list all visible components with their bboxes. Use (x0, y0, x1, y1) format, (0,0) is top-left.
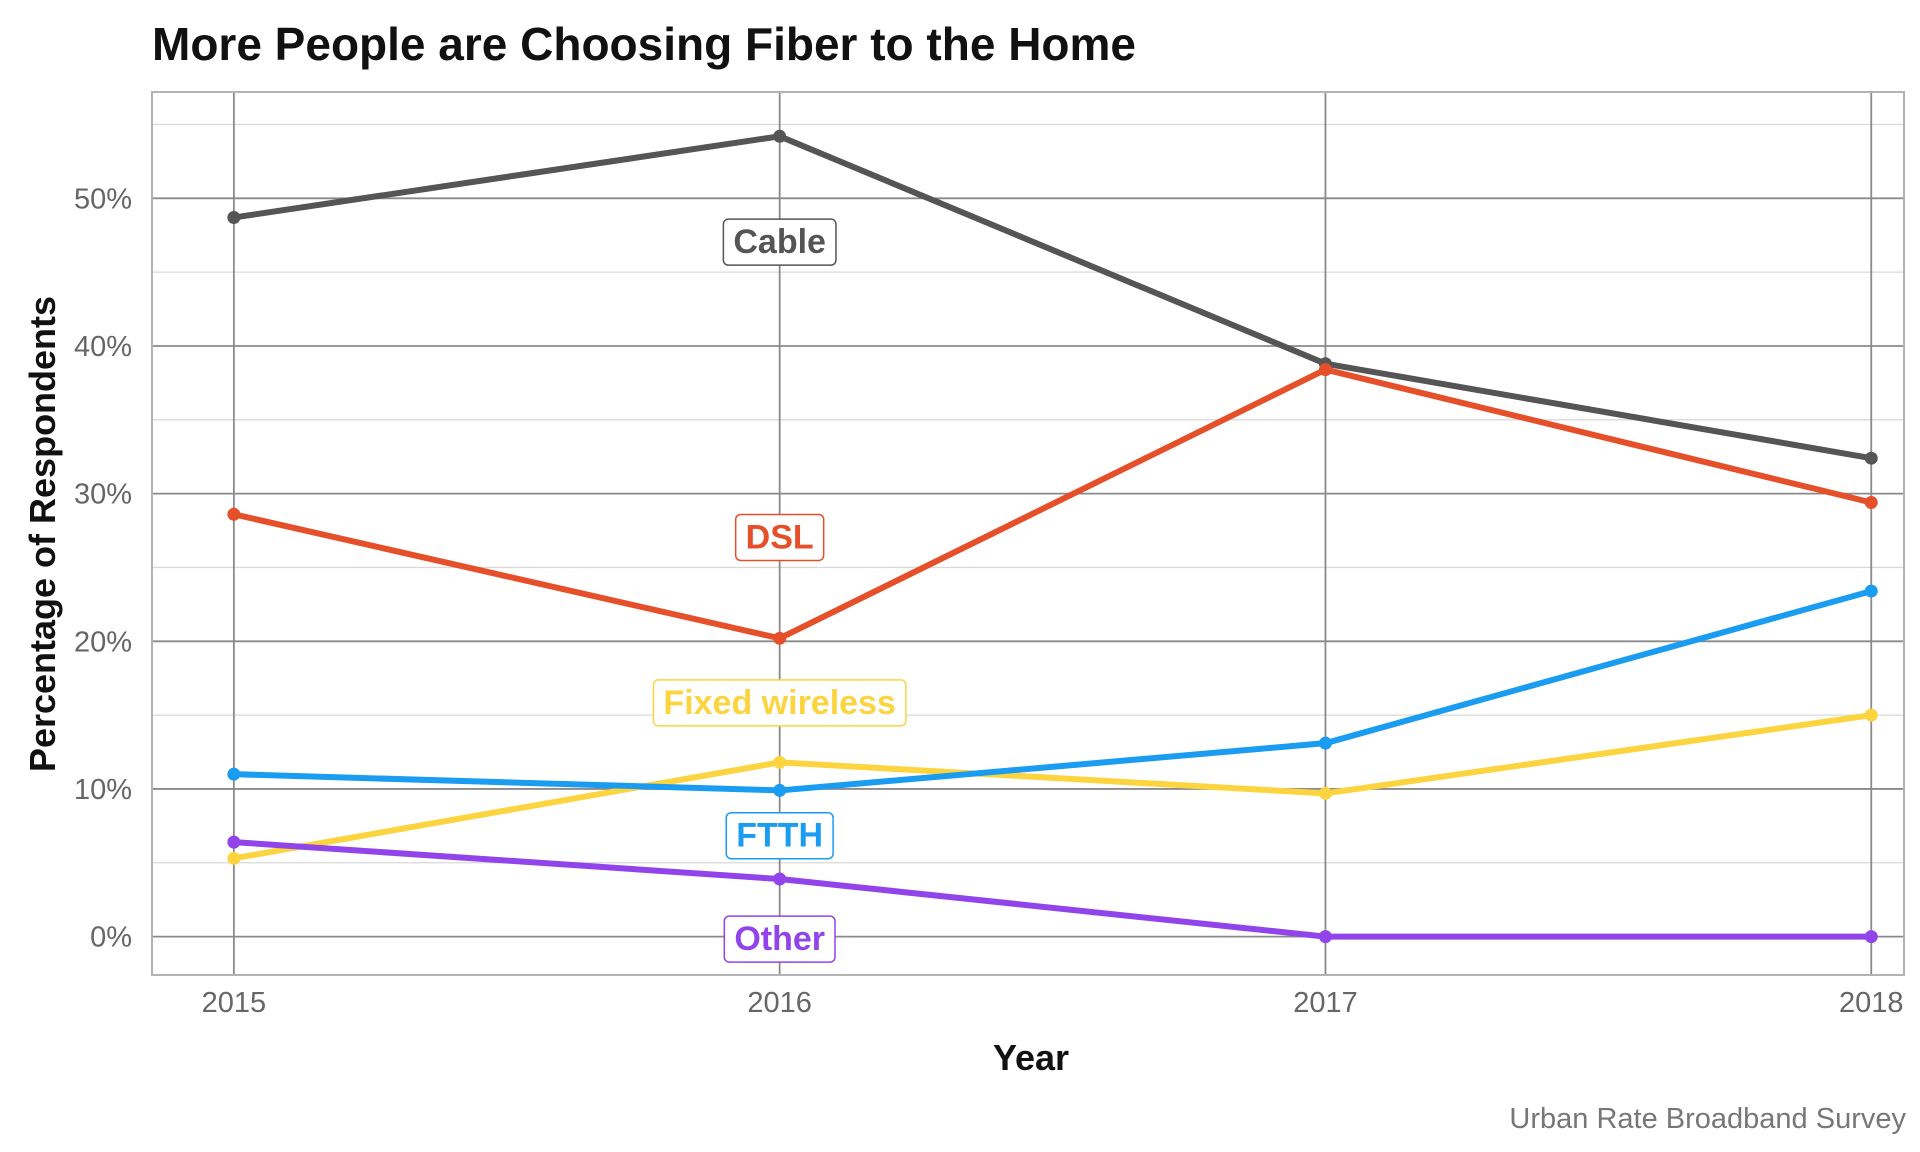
label-box (722, 218, 837, 266)
series-line (230, 588, 1875, 794)
data-point (1864, 584, 1878, 598)
data-point (227, 835, 241, 849)
series-labels: Cable DSL Fixed wireless FTTH Other (652, 218, 907, 963)
data-point (227, 851, 241, 865)
plot-border (151, 91, 1905, 976)
label-box (725, 811, 834, 860)
x-tick-label: 2018 (1839, 987, 1904, 1019)
label-box (652, 679, 907, 727)
y-tick-label: 10% (74, 774, 132, 806)
label-text: FTTH (736, 817, 823, 855)
data-point (773, 783, 787, 797)
data-point (227, 507, 241, 521)
data-point (773, 631, 787, 645)
data-point (1318, 363, 1332, 377)
series-cable (227, 129, 1878, 465)
data-point (1318, 930, 1332, 944)
data-point (1864, 708, 1878, 722)
series-ftth (227, 584, 1878, 797)
series-label-fixed-wireless: Fixed wireless (652, 679, 907, 727)
label-text: DSL (746, 518, 814, 556)
label-box (723, 915, 836, 963)
series-line (230, 133, 1875, 462)
y-tick-label: 30% (74, 479, 132, 511)
chart-title: More People are Choosing Fiber to the Ho… (152, 18, 1136, 70)
data-point (1318, 736, 1332, 750)
series-other (227, 835, 1878, 944)
data-point (1864, 495, 1878, 509)
series-dsl (227, 363, 1878, 645)
label-box (734, 513, 825, 562)
series-layer (227, 129, 1878, 944)
label-text: Other (734, 920, 825, 958)
chart-caption: Urban Rate Broadband Survey (1509, 1103, 1906, 1135)
y-tick-label: 40% (74, 331, 132, 363)
series-line (230, 366, 1875, 642)
x-axis-title: Year (993, 1037, 1069, 1078)
data-point (773, 872, 787, 886)
data-point (773, 129, 787, 143)
data-point (1864, 451, 1878, 465)
y-tick-label: 20% (74, 626, 132, 658)
grid (152, 92, 1904, 975)
data-point (1864, 930, 1878, 944)
series-label-dsl: DSL (734, 513, 825, 562)
series-label-ftth: FTTH (725, 811, 834, 860)
data-point (1318, 786, 1332, 800)
data-point (227, 767, 241, 781)
series-label-other: Other (723, 915, 836, 963)
series-line (230, 712, 1875, 862)
y-tick-label: 0% (90, 922, 132, 954)
series-fixed-wireless (227, 708, 1878, 865)
label-text: Cable (733, 223, 826, 261)
y-tick-label: 50% (74, 183, 132, 215)
label-text: Fixed wireless (663, 684, 895, 722)
series-label-cable: Cable (722, 218, 837, 266)
x-tick-label: 2015 (202, 987, 267, 1019)
data-point (773, 755, 787, 769)
axis-ticks: 0% 10% 20% 30% 40% 50% 2015 2016 2017 2018 (74, 183, 1904, 1019)
data-point (227, 211, 241, 225)
y-axis-title: Percentage of Respondents (22, 296, 63, 772)
x-tick-label: 2017 (1293, 987, 1358, 1019)
series-line (230, 839, 1875, 940)
x-tick-label: 2016 (747, 987, 812, 1019)
